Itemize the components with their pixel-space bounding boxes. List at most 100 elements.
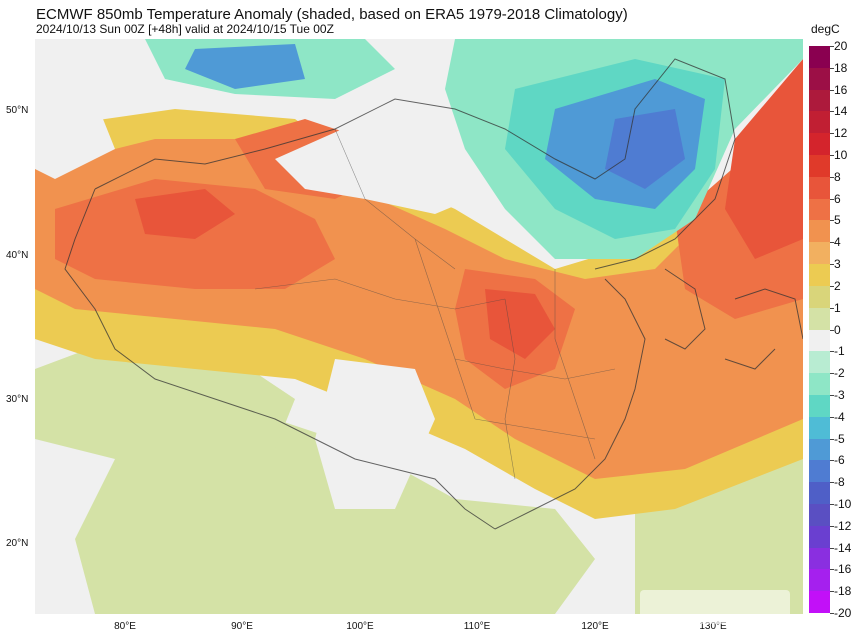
colorbar-label: 16 bbox=[834, 82, 848, 97]
colorbar-tick bbox=[830, 351, 834, 353]
lon-label-110: 110°E bbox=[463, 621, 491, 632]
colorbar-label: -20 bbox=[834, 606, 852, 620]
colorbar-cell bbox=[809, 220, 830, 243]
colorbar-cell bbox=[809, 351, 830, 374]
colorbar-label: -16 bbox=[834, 562, 852, 577]
colorbar-label: 4 bbox=[834, 235, 841, 250]
colorbar-tick bbox=[830, 373, 834, 375]
colorbar-tick bbox=[830, 46, 834, 47]
colorbar-tick bbox=[830, 67, 834, 69]
coldest-core bbox=[605, 109, 685, 189]
colorbar-label: -1 bbox=[834, 344, 845, 359]
colorbar-tick bbox=[830, 285, 834, 287]
colorbar-label: 18 bbox=[834, 60, 848, 75]
colorbar-tick bbox=[830, 329, 834, 331]
lat-label-40: 40°N bbox=[6, 250, 29, 261]
colorbar-label: -4 bbox=[834, 409, 845, 424]
colorbar-cell bbox=[809, 155, 830, 178]
colorbar-label: 0 bbox=[834, 322, 841, 337]
colorbar-label: 14 bbox=[834, 104, 848, 119]
colorbar-tick bbox=[830, 394, 834, 396]
colorbar-tick bbox=[830, 460, 834, 462]
colorbar-cell bbox=[809, 547, 830, 570]
colorbar-label: 12 bbox=[834, 126, 848, 141]
colorbar-cell bbox=[809, 438, 830, 461]
colorbar-unit: degC bbox=[811, 22, 840, 36]
lon-label-100: 100°E bbox=[346, 621, 374, 632]
lon-label-90: 90°E bbox=[231, 621, 253, 632]
colorbar-label: -5 bbox=[834, 431, 845, 446]
colorbar-cell bbox=[809, 329, 830, 352]
colorbar-label: -18 bbox=[834, 584, 852, 599]
colorbar-tick bbox=[830, 111, 834, 113]
temperature-anomaly-map bbox=[35, 39, 803, 614]
colorbar-cell bbox=[809, 307, 830, 330]
colorbar-tick bbox=[830, 613, 834, 614]
colorbar-label: 5 bbox=[834, 213, 841, 228]
colorbar-tick bbox=[830, 176, 834, 178]
colorbar-cell bbox=[809, 416, 830, 440]
colorbar-tick bbox=[830, 416, 834, 418]
colorbar-tick bbox=[830, 307, 834, 309]
strong-warm-central bbox=[485, 289, 555, 359]
colorbar-cell bbox=[809, 176, 830, 200]
strong-warm-xinjiang bbox=[135, 189, 235, 239]
colorbar-cell bbox=[809, 264, 830, 287]
colorbar-label: -10 bbox=[834, 496, 852, 511]
colorbar-cell bbox=[809, 67, 830, 91]
colorbar-label: 20 bbox=[834, 39, 848, 53]
colorbar-cell bbox=[809, 242, 830, 265]
colorbar-cell bbox=[809, 111, 830, 134]
faint-warm-south bbox=[75, 419, 595, 614]
strong-warm-northeast bbox=[725, 59, 803, 259]
colorbar-label: -12 bbox=[834, 518, 852, 533]
colorbar-cell bbox=[809, 569, 830, 592]
country-borders bbox=[64, 58, 803, 530]
colorbar-label: 1 bbox=[834, 300, 841, 315]
colorbar-cell bbox=[809, 133, 830, 156]
colorbar-tick bbox=[830, 525, 834, 527]
colorbar-tick bbox=[830, 503, 834, 505]
colorbar-tick bbox=[830, 133, 834, 135]
colorbar-tick bbox=[830, 155, 834, 157]
colorbar-label: 3 bbox=[834, 257, 841, 272]
colorbar-tick bbox=[830, 89, 834, 91]
lon-label-130: 130°E bbox=[699, 621, 727, 632]
colorbar-tick bbox=[830, 264, 834, 266]
map-subtitle: 2024/10/13 Sun 00Z [+48h] valid at 2024/… bbox=[36, 22, 334, 36]
colorbar-tick bbox=[830, 547, 834, 549]
colorbar-cell bbox=[809, 285, 830, 309]
colorbar-cell bbox=[809, 482, 830, 505]
colorbar-label: 6 bbox=[834, 191, 841, 206]
colorbar-label: -6 bbox=[834, 453, 845, 468]
watermark bbox=[640, 590, 790, 624]
colorbar-tick bbox=[830, 591, 834, 593]
colorbar-label: 8 bbox=[834, 169, 841, 184]
colorbar-cell bbox=[809, 198, 830, 221]
colorbar-tick bbox=[830, 242, 834, 244]
colorbar-cell bbox=[809, 89, 830, 112]
colorbar-tick bbox=[830, 438, 834, 440]
colorbar bbox=[809, 46, 830, 614]
colorbar-cell bbox=[809, 46, 830, 69]
cold-northwest bbox=[185, 44, 305, 89]
colorbar-cell bbox=[809, 525, 830, 549]
colorbar-label: 10 bbox=[834, 148, 848, 163]
lat-label-20: 20°N bbox=[6, 538, 29, 549]
lon-label-80: 80°E bbox=[114, 621, 136, 632]
neutral-west bbox=[35, 79, 115, 179]
lat-label-50: 50°N bbox=[6, 105, 29, 116]
colorbar-tick bbox=[830, 569, 834, 571]
colorbar-tick bbox=[830, 482, 834, 484]
colorbar-cell bbox=[809, 460, 830, 483]
colorbar-label: -2 bbox=[834, 366, 845, 381]
anomaly-shading bbox=[35, 39, 803, 614]
colorbar-tick bbox=[830, 198, 834, 200]
province-borders bbox=[254, 128, 616, 480]
colorbar-label: 2 bbox=[834, 278, 841, 293]
colorbar-cell bbox=[809, 503, 830, 527]
map-title: ECMWF 850mb Temperature Anomaly (shaded,… bbox=[36, 6, 628, 23]
colorbar-cell bbox=[809, 373, 830, 396]
lat-label-30: 30°N bbox=[6, 394, 29, 405]
colorbar-tick bbox=[830, 220, 834, 222]
